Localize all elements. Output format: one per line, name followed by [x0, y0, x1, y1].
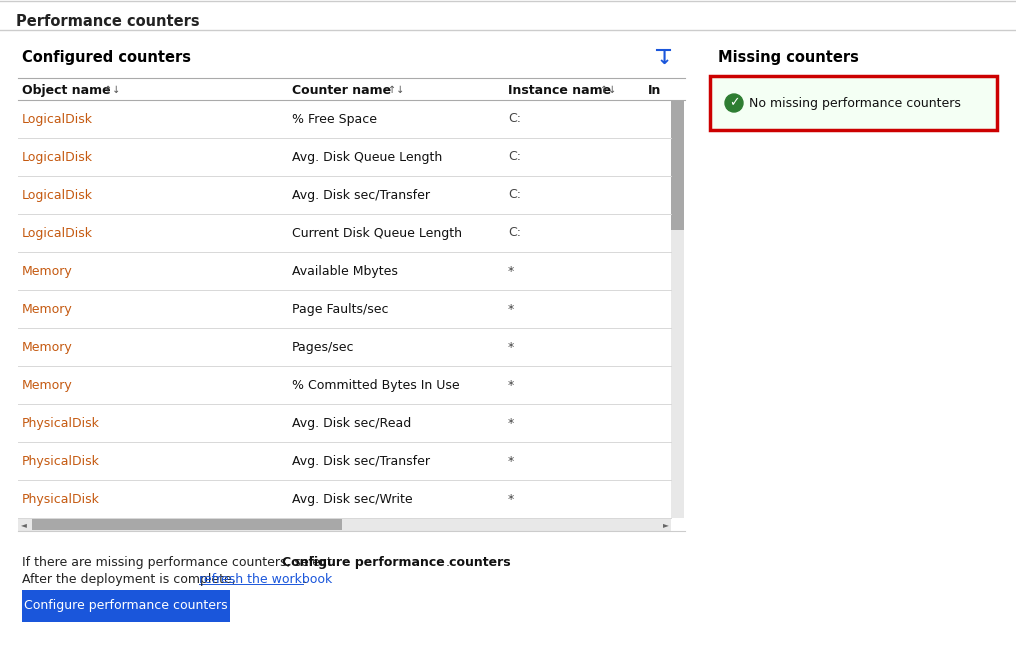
Text: *: *	[508, 302, 514, 315]
Text: ↓: ↓	[657, 50, 673, 68]
Text: Memory: Memory	[22, 302, 73, 315]
Text: ↑↓: ↑↓	[104, 85, 120, 95]
Text: *: *	[508, 417, 514, 430]
Text: Configure performance counters: Configure performance counters	[282, 556, 511, 569]
Text: *: *	[508, 493, 514, 506]
Text: Memory: Memory	[22, 265, 73, 278]
Text: LogicalDisk: LogicalDisk	[22, 151, 93, 164]
Text: LogicalDisk: LogicalDisk	[22, 188, 93, 201]
Text: Object name: Object name	[22, 84, 111, 97]
Text: % Committed Bytes In Use: % Committed Bytes In Use	[292, 378, 459, 391]
Text: Configure performance counters: Configure performance counters	[24, 600, 228, 613]
Text: Memory: Memory	[22, 378, 73, 391]
Text: Performance counters: Performance counters	[16, 14, 199, 29]
Text: Avg. Disk sec/Transfer: Avg. Disk sec/Transfer	[292, 188, 430, 201]
Text: .: .	[446, 556, 450, 569]
FancyBboxPatch shape	[18, 518, 671, 531]
Text: In: In	[648, 84, 661, 97]
Text: C:: C:	[508, 151, 521, 164]
Text: Avg. Disk sec/Read: Avg. Disk sec/Read	[292, 417, 411, 430]
Text: C:: C:	[508, 188, 521, 201]
Text: Available Mbytes: Available Mbytes	[292, 265, 398, 278]
FancyBboxPatch shape	[710, 76, 997, 130]
Text: Instance name: Instance name	[508, 84, 612, 97]
Text: Pages/sec: Pages/sec	[292, 341, 355, 354]
Circle shape	[725, 94, 743, 112]
Text: Current Disk Queue Length: Current Disk Queue Length	[292, 227, 462, 239]
Text: Counter name: Counter name	[292, 84, 391, 97]
Text: PhysicalDisk: PhysicalDisk	[22, 454, 100, 467]
Text: PhysicalDisk: PhysicalDisk	[22, 417, 100, 430]
FancyBboxPatch shape	[31, 519, 342, 530]
Text: If there are missing performance counters, select: If there are missing performance counter…	[22, 556, 336, 569]
Text: ◄: ◄	[21, 520, 26, 529]
Text: C:: C:	[508, 227, 521, 239]
Text: Missing counters: Missing counters	[718, 50, 859, 65]
Text: ↑↓: ↑↓	[600, 85, 617, 95]
Text: Configured counters: Configured counters	[22, 50, 191, 65]
Text: Page Faults/sec: Page Faults/sec	[292, 302, 388, 315]
Text: ↑↓: ↑↓	[388, 85, 404, 95]
Text: *: *	[508, 265, 514, 278]
Text: .: .	[303, 573, 307, 586]
FancyBboxPatch shape	[22, 590, 230, 622]
Text: *: *	[508, 378, 514, 391]
FancyBboxPatch shape	[671, 100, 684, 230]
Text: C:: C:	[508, 112, 521, 125]
Text: Avg. Disk Queue Length: Avg. Disk Queue Length	[292, 151, 442, 164]
Text: *: *	[508, 454, 514, 467]
Text: ►: ►	[663, 520, 669, 529]
Text: refresh the workbook: refresh the workbook	[199, 573, 332, 586]
Text: LogicalDisk: LogicalDisk	[22, 227, 93, 239]
FancyBboxPatch shape	[671, 100, 684, 518]
Text: ✓: ✓	[728, 97, 740, 110]
Text: *: *	[508, 341, 514, 354]
Text: No missing performance counters: No missing performance counters	[749, 97, 961, 110]
Text: PhysicalDisk: PhysicalDisk	[22, 493, 100, 506]
Text: % Free Space: % Free Space	[292, 112, 377, 125]
Text: Avg. Disk sec/Transfer: Avg. Disk sec/Transfer	[292, 454, 430, 467]
Text: Memory: Memory	[22, 341, 73, 354]
Text: After the deployment is complete,: After the deployment is complete,	[22, 573, 240, 586]
Text: Avg. Disk sec/Write: Avg. Disk sec/Write	[292, 493, 412, 506]
Text: LogicalDisk: LogicalDisk	[22, 112, 93, 125]
